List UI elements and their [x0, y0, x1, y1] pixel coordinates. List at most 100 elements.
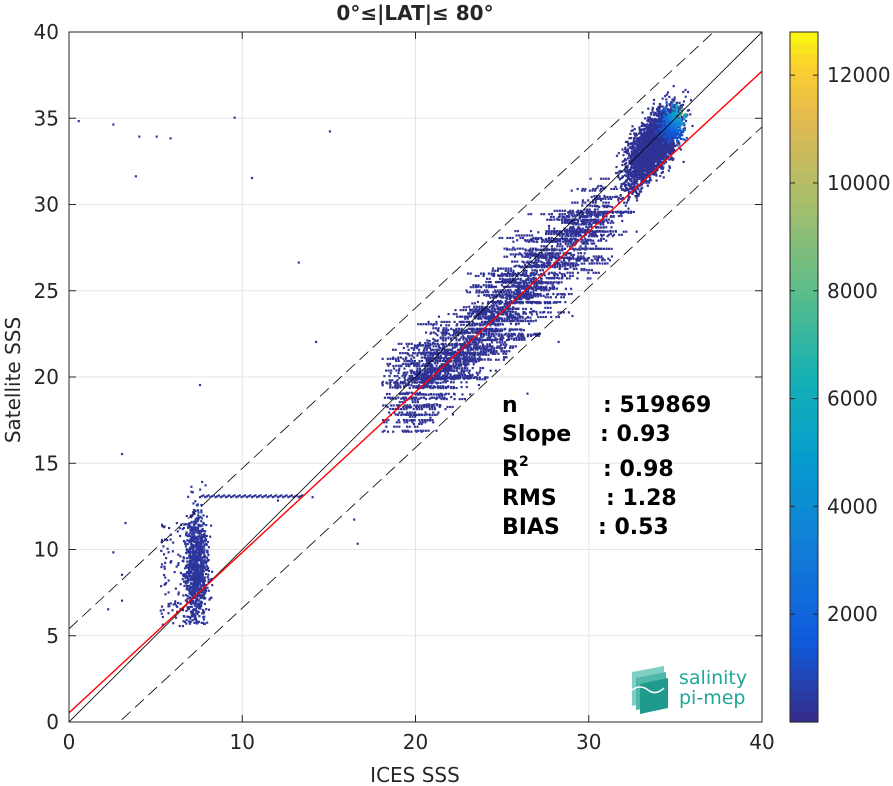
density-cell	[579, 245, 582, 248]
density-cell	[641, 128, 645, 131]
density-cell	[442, 369, 445, 372]
density-cell	[430, 357, 433, 360]
density-cell	[642, 140, 645, 143]
density-cell	[650, 118, 654, 121]
density-cell	[665, 153, 668, 156]
density-cell	[414, 352, 417, 355]
density-cell	[627, 195, 630, 198]
density-cell	[387, 369, 390, 372]
density-cell	[522, 273, 525, 277]
density-cell	[500, 350, 503, 353]
density-cell	[421, 381, 424, 384]
density-cell	[644, 149, 647, 152]
density-cell	[435, 364, 438, 367]
density-cell	[381, 382, 384, 385]
density-cell	[469, 272, 472, 275]
density-cell	[633, 165, 636, 168]
density-cell	[436, 372, 439, 375]
density-cell	[640, 121, 644, 124]
density-cell	[612, 221, 615, 224]
density-cell	[474, 341, 477, 344]
density-cell	[630, 129, 633, 132]
density-cell	[558, 258, 561, 262]
density-cell	[588, 213, 592, 216]
density-cell	[672, 85, 675, 88]
density-cell	[678, 142, 681, 145]
density-cell	[595, 245, 598, 248]
density-cell	[558, 277, 561, 280]
density-cell	[660, 149, 663, 153]
density-cell	[596, 211, 599, 214]
density-cell	[475, 310, 479, 313]
density-cell	[403, 376, 406, 380]
density-cell	[573, 213, 576, 216]
density-cell	[657, 156, 660, 160]
density-cell	[647, 107, 650, 110]
density-cell	[417, 377, 421, 380]
density-cell	[561, 274, 564, 277]
density-cell	[621, 175, 624, 178]
density-cell	[633, 189, 636, 193]
density-cell	[587, 199, 590, 202]
density-cell	[571, 255, 575, 258]
density-cell	[508, 328, 511, 331]
density-cell	[622, 182, 625, 185]
density-cell	[635, 147, 638, 151]
density-cell	[591, 213, 594, 216]
density-cell	[395, 386, 398, 390]
density-cell	[425, 405, 428, 409]
density-cell	[398, 421, 401, 424]
density-cell	[663, 123, 666, 127]
density-cell	[660, 138, 663, 141]
density-cell	[652, 154, 655, 157]
density-cell	[662, 158, 666, 161]
density-cell	[447, 324, 450, 327]
density-cell	[553, 209, 556, 212]
density-cell	[505, 339, 509, 342]
density-cell	[509, 313, 513, 316]
density-cell	[589, 247, 593, 250]
density-cell	[497, 333, 500, 336]
density-cell	[648, 161, 651, 165]
density-cell	[410, 378, 414, 381]
density-cell	[422, 376, 425, 379]
density-cell	[533, 332, 536, 335]
density-cell	[631, 191, 634, 194]
density-cell	[504, 267, 508, 270]
density-cell	[643, 136, 646, 139]
density-cell	[610, 255, 614, 258]
density-cell	[540, 245, 543, 248]
density-cell	[641, 165, 644, 169]
density-cell	[520, 332, 523, 335]
density-cell	[576, 277, 579, 280]
density-cell	[662, 166, 665, 169]
density-cell	[528, 234, 531, 237]
density-cell	[536, 292, 539, 296]
density-cell	[665, 107, 669, 110]
density-cell	[465, 363, 468, 366]
density-cell	[402, 372, 405, 375]
density-cell	[651, 142, 654, 145]
density-cell	[640, 124, 643, 128]
density-cell	[402, 413, 405, 416]
density-cell	[385, 381, 388, 384]
density-cell	[535, 293, 538, 296]
density-cell	[651, 109, 654, 112]
density-cell	[597, 239, 600, 242]
density-cell	[494, 269, 497, 272]
density-cell	[605, 215, 608, 218]
density-cell	[580, 269, 583, 272]
density-cell	[525, 269, 528, 272]
density-cell	[583, 257, 586, 260]
density-cell	[631, 192, 634, 195]
density-cell	[600, 184, 603, 188]
density-cell	[505, 291, 508, 294]
density-cell	[651, 170, 654, 173]
density-cell	[436, 381, 440, 384]
density-cell	[458, 397, 461, 401]
density-cell	[626, 149, 630, 153]
density-cell	[562, 311, 565, 314]
density-cell	[652, 141, 655, 144]
density-cell	[625, 174, 628, 177]
density-cell	[672, 136, 675, 139]
